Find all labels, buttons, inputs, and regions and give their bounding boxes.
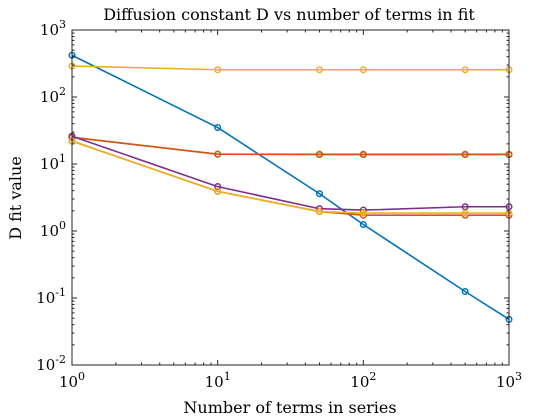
x-tick-label: 103 [496,370,522,391]
series-2-line [72,66,509,70]
x-tick-label: 102 [350,370,376,391]
chart-title: Diffusion constant D vs number of terms … [103,5,475,24]
series-4-line [72,137,509,154]
series-3-line [72,137,509,154]
series-2 [69,63,512,72]
y-tick-label: 101 [40,152,66,173]
plot-area-frame [72,30,509,365]
series-1-line [72,55,509,319]
x-axis-label: Number of terms in series [183,398,396,417]
series-1 [69,52,512,322]
series-3 [69,135,512,157]
y-tick-label: 10-2 [36,353,66,374]
series-5-line [72,136,509,210]
series-6-line [72,141,509,215]
y-tick-label: 102 [40,85,66,106]
x-tick-label: 101 [205,370,231,391]
x-tick-label: 100 [59,370,85,391]
series-layer [69,52,512,322]
y-tick-label: 10-1 [36,286,66,307]
y-axis-label: D fit value [6,156,25,240]
series-4 [69,135,512,158]
series-7 [69,138,512,216]
y-tick-label: 100 [40,219,66,240]
y-tick-label: 103 [40,18,66,39]
